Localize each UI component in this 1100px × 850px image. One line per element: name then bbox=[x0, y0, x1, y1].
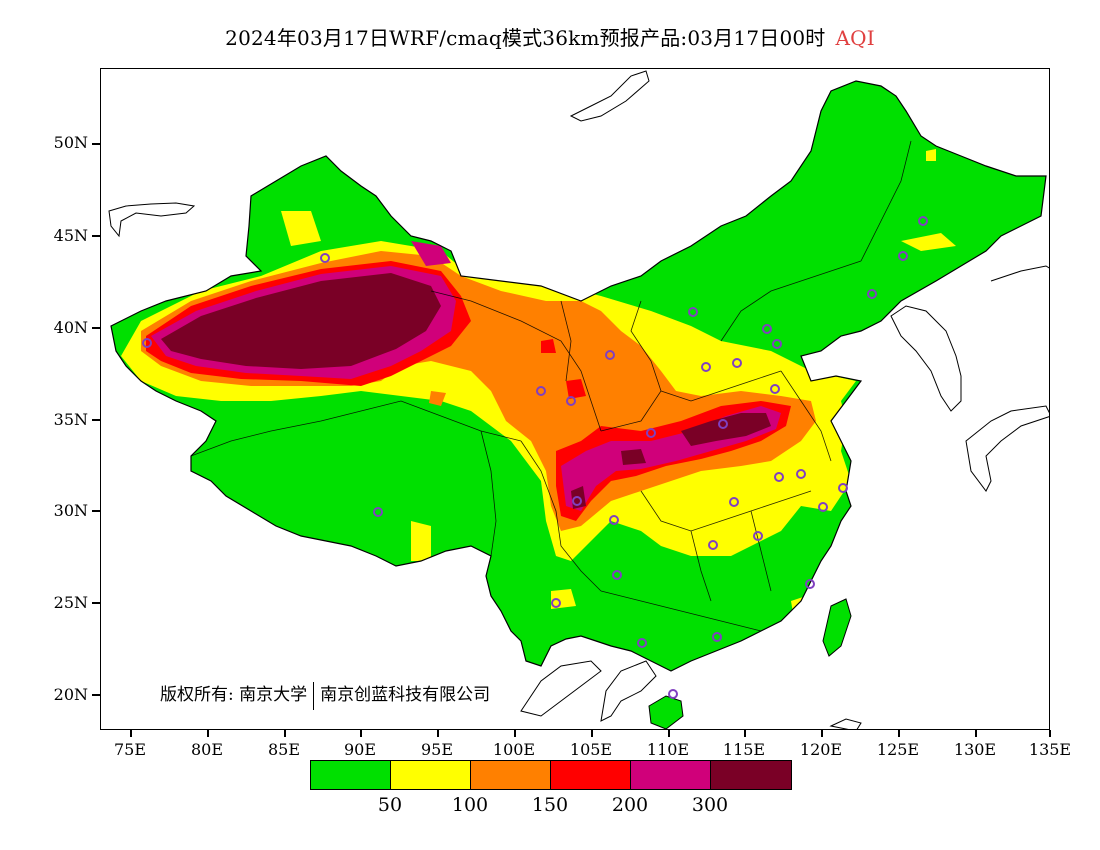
lon-label-85e: 85E bbox=[267, 740, 301, 759]
station-marker bbox=[753, 531, 763, 541]
lon-label-130e: 130E bbox=[953, 740, 997, 759]
station-marker bbox=[774, 472, 784, 482]
lon-label-110e: 110E bbox=[646, 740, 690, 759]
legend-label-200: 200 bbox=[611, 794, 649, 816]
station-marker bbox=[572, 496, 582, 506]
station-marker bbox=[609, 515, 619, 525]
station-marker bbox=[536, 386, 546, 396]
lat-tick bbox=[92, 694, 100, 696]
legend-swatch-good bbox=[311, 761, 391, 789]
lat-tick bbox=[92, 510, 100, 512]
station-markers bbox=[142, 216, 928, 699]
station-marker bbox=[612, 570, 622, 580]
station-marker bbox=[729, 497, 739, 507]
station-marker bbox=[838, 483, 848, 493]
lon-tick bbox=[514, 730, 516, 737]
station-marker bbox=[867, 289, 877, 299]
station-marker bbox=[712, 632, 722, 642]
copyright-separator bbox=[313, 681, 315, 710]
lat-tick bbox=[92, 602, 100, 604]
station-marker bbox=[142, 338, 152, 348]
lat-label-30n: 30N bbox=[53, 501, 88, 520]
lon-tick bbox=[284, 730, 286, 737]
legend-label-100: 100 bbox=[451, 794, 489, 816]
station-marker bbox=[805, 579, 815, 589]
lon-tick bbox=[1049, 730, 1051, 737]
title-text: 2024年03月17日WRF/cmaq模式36km预报产品:03月17日00时 bbox=[225, 26, 826, 50]
lon-tick bbox=[360, 730, 362, 737]
copyright-org1: 南京大学 bbox=[239, 685, 308, 705]
station-marker bbox=[898, 251, 908, 261]
lat-label-50n: 50N bbox=[53, 133, 88, 152]
aqi-map bbox=[108, 70, 1049, 729]
station-marker bbox=[551, 598, 561, 608]
station-marker bbox=[918, 216, 928, 226]
lon-label-75e: 75E bbox=[113, 740, 147, 759]
lon-label-100e: 100E bbox=[492, 740, 536, 759]
station-marker bbox=[762, 324, 772, 334]
station-marker bbox=[796, 469, 806, 479]
lon-label-115e: 115E bbox=[722, 740, 766, 759]
station-marker bbox=[605, 350, 615, 360]
station-marker bbox=[320, 253, 330, 263]
title-variable: AQI bbox=[835, 26, 875, 50]
lon-tick bbox=[975, 730, 977, 737]
copyright-prefix: 版权所有: bbox=[160, 685, 234, 705]
lon-label-95e: 95E bbox=[420, 740, 454, 759]
lon-tick bbox=[898, 730, 900, 737]
legend-label-50: 50 bbox=[377, 794, 403, 816]
lon-tick bbox=[130, 730, 132, 737]
lat-label-40n: 40N bbox=[53, 318, 88, 337]
station-marker bbox=[770, 384, 780, 394]
legend-swatch-sensitive bbox=[471, 761, 551, 789]
station-marker bbox=[718, 419, 728, 429]
station-marker bbox=[772, 339, 782, 349]
lon-label-90e: 90E bbox=[343, 740, 377, 759]
map-title: 2024年03月17日WRF/cmaq模式36km预报产品:03月17日00时 A… bbox=[0, 22, 1100, 51]
lon-label-80e: 80E bbox=[190, 740, 224, 759]
station-marker bbox=[668, 689, 678, 699]
legend-label-300: 300 bbox=[691, 794, 729, 816]
lon-tick bbox=[744, 730, 746, 737]
lat-label-25n: 25N bbox=[53, 593, 88, 612]
china-outline bbox=[110, 80, 1047, 672]
lon-label-120e: 120E bbox=[799, 740, 843, 759]
station-marker bbox=[701, 362, 711, 372]
station-marker bbox=[818, 502, 828, 512]
lon-tick bbox=[668, 730, 670, 737]
station-marker bbox=[708, 540, 718, 550]
lat-label-35n: 35N bbox=[53, 410, 88, 429]
station-marker bbox=[566, 396, 576, 406]
map-panel bbox=[100, 68, 1050, 730]
legend-swatch-unhealthy bbox=[551, 761, 631, 789]
lat-label-20n: 20N bbox=[53, 685, 88, 704]
station-marker bbox=[646, 428, 656, 438]
legend-swatch-moderate bbox=[391, 761, 471, 789]
lat-tick bbox=[92, 327, 100, 329]
lon-tick bbox=[437, 730, 439, 737]
taiwan-island bbox=[822, 598, 852, 657]
lat-tick bbox=[92, 235, 100, 237]
copyright-org2: 南京创蓝科技有限公司 bbox=[320, 685, 491, 705]
legend-swatch-very-unhealthy bbox=[631, 761, 711, 789]
aqi-legend bbox=[310, 760, 792, 790]
lat-label-45n: 45N bbox=[53, 226, 88, 245]
lon-tick bbox=[591, 730, 593, 737]
station-marker bbox=[688, 307, 698, 317]
lon-tick bbox=[821, 730, 823, 737]
lon-label-135e: 135E bbox=[1028, 740, 1072, 759]
lon-tick bbox=[207, 730, 209, 737]
station-marker bbox=[373, 507, 383, 517]
station-marker bbox=[637, 638, 647, 648]
legend-label-150: 150 bbox=[531, 794, 569, 816]
hainan-island bbox=[648, 695, 684, 729]
copyright-notice: 版权所有: 南京大学 南京创蓝科技有限公司 bbox=[160, 680, 490, 710]
lon-label-125e: 125E bbox=[876, 740, 920, 759]
lon-label-105e: 105E bbox=[569, 740, 613, 759]
lat-tick bbox=[92, 419, 100, 421]
legend-swatch-hazardous bbox=[711, 761, 791, 789]
station-marker bbox=[732, 358, 742, 368]
lat-tick bbox=[92, 143, 100, 145]
